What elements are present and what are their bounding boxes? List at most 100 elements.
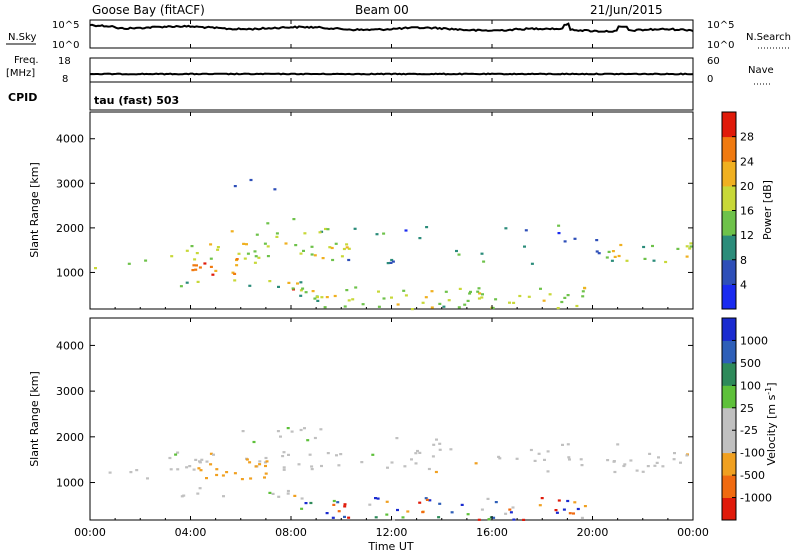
echo-cell — [331, 516, 335, 519]
echo-cell — [392, 518, 395, 522]
echo-cell — [313, 436, 317, 440]
echo-cell — [266, 245, 270, 248]
echo-cell — [299, 428, 303, 432]
echo-cell — [273, 188, 277, 191]
echo-cell — [486, 497, 490, 500]
echo-cell — [237, 252, 241, 255]
echo-cell — [320, 230, 324, 233]
echo-cell — [455, 249, 458, 253]
x-tick-label: 20:00 — [577, 526, 609, 539]
echo-cell — [197, 467, 201, 470]
echo-cell — [430, 306, 434, 309]
echo-cell — [254, 465, 258, 468]
echo-cell — [557, 499, 561, 502]
echo-cell — [424, 497, 428, 500]
echo-cell — [474, 462, 478, 465]
echo-cell — [176, 451, 180, 454]
echo-cell — [410, 308, 414, 311]
echo-cell — [311, 290, 315, 293]
cpid-panel-frame — [89, 81, 694, 111]
echo-cell — [194, 458, 198, 461]
echo-cell — [421, 301, 425, 304]
echo-cell — [676, 247, 680, 250]
echo-cell — [444, 290, 448, 293]
echo-cell — [309, 501, 313, 505]
freq-tick-top: 18 — [58, 56, 71, 67]
echo-cell — [566, 499, 570, 503]
echo-cell — [613, 470, 617, 474]
echo-cell — [180, 495, 184, 498]
colorbar-frame — [721, 317, 737, 521]
nsearch-tick-bottom: 10^0 — [707, 40, 734, 51]
echo-cell — [340, 255, 344, 258]
echo-cell — [221, 474, 225, 477]
echo-cell — [304, 502, 308, 505]
echo-cell — [176, 468, 180, 471]
echo-cell — [382, 297, 386, 300]
colorbar-swatch — [722, 452, 736, 476]
echo-cell — [310, 468, 314, 471]
echo-cell — [537, 452, 541, 455]
echo-cell — [515, 457, 519, 460]
echo-cell — [556, 307, 560, 310]
echo-cell — [198, 487, 202, 490]
echo-cell — [497, 455, 501, 458]
echo-cell — [679, 461, 682, 464]
echo-cell — [94, 267, 97, 270]
echo-cell — [580, 464, 584, 467]
echo-cell — [291, 287, 295, 290]
echo-cell — [258, 460, 262, 463]
echo-cell — [438, 442, 442, 445]
echo-cell — [477, 518, 481, 521]
echo-cell — [299, 294, 303, 297]
echo-cell — [242, 242, 246, 245]
echo-cell — [546, 470, 550, 473]
colorbar-tick-label: -100 — [740, 447, 765, 460]
echo-cell — [214, 269, 218, 272]
colorbar-tick-label: 12 — [740, 229, 754, 242]
echo-cell — [568, 512, 572, 515]
colorbar-swatch — [722, 210, 736, 236]
echo-cell — [438, 448, 442, 451]
echo-cell — [418, 501, 422, 504]
echo-cell — [511, 506, 515, 509]
echo-cell — [613, 255, 617, 258]
echo-cell — [290, 430, 294, 433]
colorbar-tick-label: 8 — [740, 254, 747, 267]
echo-cell — [266, 255, 270, 258]
echo-cell — [296, 282, 299, 285]
echo-cell — [583, 505, 587, 508]
colorbar-tick-label: 1000 — [740, 334, 768, 347]
echo-cell — [597, 252, 601, 255]
power-colorbar: 4 8 12 16 20 24 28 — [721, 111, 754, 310]
x-tick-label: 00:00 — [74, 526, 106, 539]
echo-cell — [304, 291, 308, 294]
echo-cell — [209, 463, 213, 466]
echo-cell — [310, 465, 314, 468]
echo-cell — [625, 259, 629, 262]
echo-cell — [529, 448, 533, 452]
echo-cell — [343, 305, 347, 308]
echo-cell — [323, 306, 327, 309]
y-tick-label: 4000 — [56, 339, 84, 352]
echo-cell — [607, 250, 611, 253]
nave-tick-top: 60 — [707, 56, 720, 67]
echo-cell — [241, 430, 245, 433]
colorbar-swatch — [722, 430, 736, 454]
colorbar-tick-label: 24 — [740, 155, 754, 168]
cpid-label: CPID — [8, 91, 37, 104]
echo-cell — [404, 294, 408, 297]
echo-cell — [418, 237, 422, 240]
x-tick-label: 04:00 — [175, 526, 207, 539]
echo-cell — [264, 456, 268, 460]
echo-cell — [457, 306, 461, 309]
echo-cell — [330, 246, 334, 250]
echo-cell — [345, 243, 349, 246]
echo-cell — [209, 257, 213, 260]
echo-cell — [498, 457, 502, 460]
echo-cell — [196, 280, 200, 283]
echo-cell — [205, 460, 209, 463]
echo-cell — [299, 289, 303, 292]
echo-cell — [492, 516, 496, 519]
echo-cell — [342, 247, 346, 251]
